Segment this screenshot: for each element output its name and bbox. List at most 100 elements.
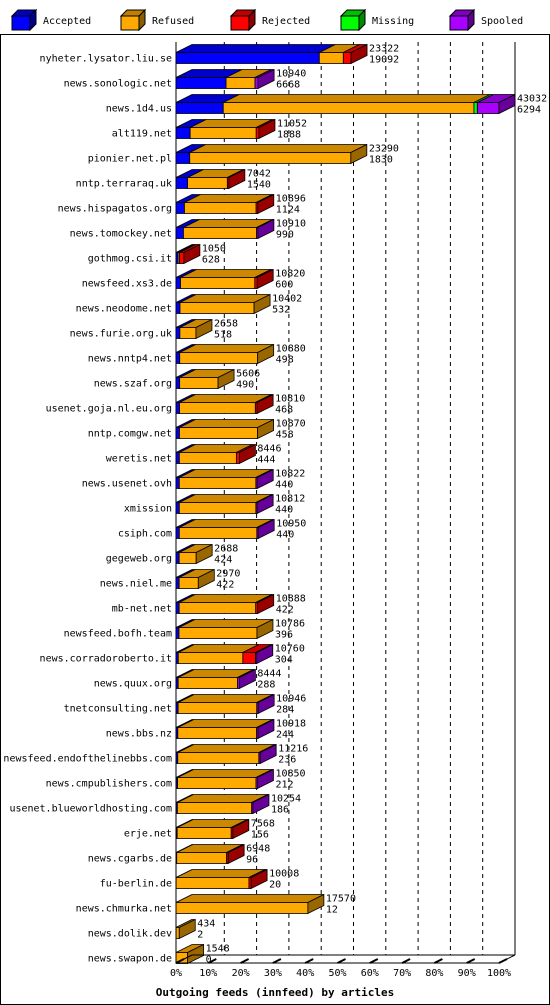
- feed-name: news.nntp4.net: [88, 354, 172, 365]
- bar-segment-refused: [176, 827, 232, 839]
- feed-name: fu-berlin.de: [100, 879, 172, 890]
- feed-name: usenet.goja.nl.eu.org: [46, 404, 172, 415]
- bar-end-face: [195, 318, 213, 340]
- bar-top-refused: [177, 744, 276, 753]
- bar-end-face: [257, 518, 275, 540]
- x-tick: [240, 958, 250, 964]
- bar-end-face: [217, 368, 235, 390]
- bar-segment-spooled: [476, 102, 500, 114]
- feed-name: news.chmurka.net: [76, 904, 172, 915]
- feed-name: mb-net.net: [112, 604, 172, 615]
- x-tick-label: 10%: [199, 968, 217, 979]
- total-value: 10810: [275, 394, 305, 405]
- accepted-value: 440: [276, 530, 294, 541]
- x-tick: [207, 958, 217, 964]
- bar-segment-accepted: [175, 202, 185, 214]
- bar-segment-refused: [187, 177, 228, 189]
- bar-end-face: [195, 543, 213, 565]
- accepted-value: 304: [275, 655, 293, 666]
- legend-swatch: [230, 15, 250, 31]
- feed-name: news.furie.org.uk: [70, 329, 172, 340]
- bar-segment-refused: [184, 202, 257, 214]
- legend-item-missing: Missing: [339, 8, 414, 32]
- bar-end-face: [350, 43, 368, 65]
- bar-segment-refused: [222, 102, 475, 114]
- total-value: 10940: [276, 69, 306, 80]
- legend: Accepted Refused Rejected Missing Spooled: [10, 8, 523, 32]
- accepted-value: 96: [246, 855, 258, 866]
- feed-name: nyheter.lysator.liu.se: [40, 54, 172, 65]
- bar-end-face: [257, 68, 275, 90]
- accepted-value: 1830: [369, 155, 393, 166]
- bar-end-face: [257, 693, 275, 715]
- accepted-value: 468: [275, 405, 293, 416]
- bar-end-face: [256, 468, 274, 490]
- bar-segment-missing: [473, 102, 478, 114]
- bar-segment-accepted: [175, 352, 181, 364]
- bar-segment-refused: [175, 902, 309, 914]
- bar-segment-refused: [179, 377, 219, 389]
- bar-end-face: [256, 493, 274, 515]
- feed-name: news.hispagatos.org: [58, 204, 172, 215]
- accepted-value: 422: [216, 580, 234, 591]
- accepted-value: 1124: [276, 205, 300, 216]
- accepted-value: 498: [276, 355, 294, 366]
- bar-segment-refused: [180, 277, 256, 289]
- accepted-value: 244: [276, 730, 294, 741]
- feed-name: usenet.blueworldhosting.com: [9, 804, 172, 815]
- x-tick-label: 70%: [393, 968, 411, 979]
- total-value: 10870: [276, 419, 306, 430]
- x-tick-label: 100%: [487, 968, 511, 979]
- bar-segment-rejected: [255, 127, 260, 139]
- accepted-value: 396: [275, 630, 293, 641]
- bar-segment-rejected: [242, 652, 256, 664]
- total-value: 6948: [246, 844, 270, 855]
- accepted-value: 490: [236, 380, 254, 391]
- total-value: 10786: [275, 619, 305, 630]
- feed-name: pionier.net.pl: [88, 154, 172, 165]
- total-value: 10910: [276, 219, 306, 230]
- bar-segment-rejected: [179, 252, 185, 264]
- total-value: 5606: [236, 369, 260, 380]
- bar-segment-spooled: [254, 77, 259, 89]
- bar-end-face: [307, 893, 325, 915]
- total-value: 2658: [214, 319, 238, 330]
- total-value: 2970: [216, 569, 240, 580]
- total-value: 43032: [517, 94, 547, 105]
- accepted-value: 1888: [277, 130, 301, 141]
- total-value: 10008: [269, 869, 299, 880]
- feed-name: news.szaf.org: [94, 379, 172, 390]
- accepted-value: 990: [276, 230, 294, 241]
- bar-end-face: [197, 568, 215, 590]
- feed-name: news.tomockey.net: [70, 229, 172, 240]
- bar-segment-refused: [176, 852, 228, 864]
- legend-item-rejected: Rejected: [229, 8, 310, 32]
- accepted-value: 19092: [369, 55, 399, 66]
- x-tick: [369, 958, 379, 964]
- bar-segment-refused: [183, 227, 258, 239]
- total-value: 17570: [326, 894, 356, 905]
- bar-segment-accepted: [175, 152, 191, 164]
- total-value: 1050: [202, 244, 226, 255]
- x-tick-label: 50%: [328, 968, 346, 979]
- bar-segment-refused: [178, 452, 237, 464]
- feed-name: news.neodome.net: [76, 304, 172, 315]
- bar-segment-refused: [175, 877, 250, 889]
- bar-segment-refused: [178, 477, 257, 489]
- total-value: 2688: [214, 544, 238, 555]
- total-value: 10880: [276, 344, 306, 355]
